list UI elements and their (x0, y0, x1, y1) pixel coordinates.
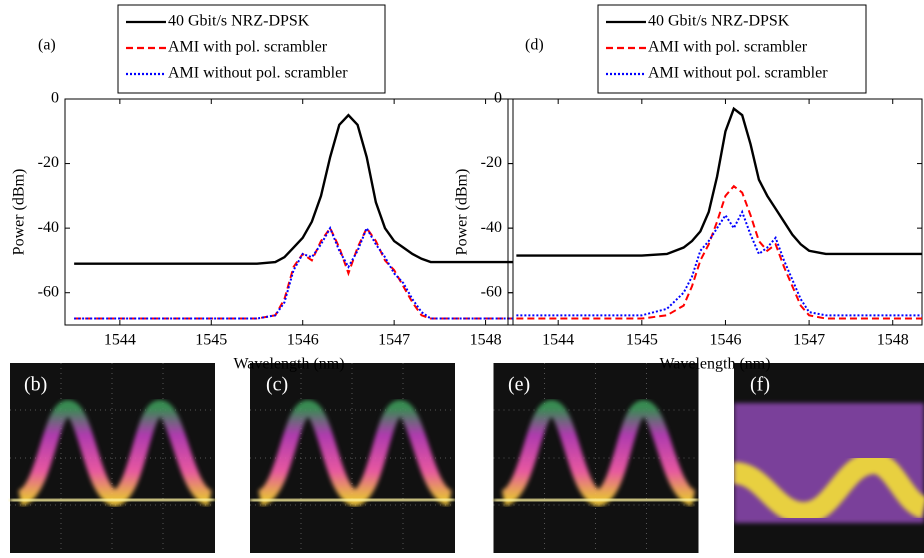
x-tick-label: 1547 (793, 332, 825, 349)
x-tick-label: 1544 (542, 332, 574, 349)
x-tick-label: 1545 (195, 332, 227, 349)
y-tick-label: -60 (38, 283, 59, 300)
x-tick-label: 1546 (287, 332, 319, 349)
legend-label: 40 Gbit/s NRZ-DPSK (648, 13, 790, 30)
legend-box (117, 4, 386, 94)
x-tick-label: 1547 (378, 332, 410, 349)
series-line (516, 184, 922, 320)
panel-label: (d) (525, 37, 544, 54)
series-line (516, 209, 922, 317)
y-tick-label: -40 (38, 219, 59, 236)
series-line (74, 226, 513, 320)
panel-label: (a) (38, 37, 56, 54)
y-tick-label: 0 (494, 90, 502, 107)
x-tick-label: 1548 (470, 332, 502, 349)
y-tick-label: -20 (38, 154, 59, 171)
series-line (74, 225, 513, 320)
legend-label: AMI without pol. scrambler (168, 65, 348, 82)
y-tick-label: -20 (481, 154, 502, 171)
x-axis-label: Wavelength (nm) (659, 356, 770, 373)
y-tick-label: 0 (51, 90, 59, 107)
series-line (74, 113, 513, 265)
legend-label: AMI without pol. scrambler (648, 65, 828, 82)
plot-area (64, 98, 514, 326)
x-tick-label: 1548 (877, 332, 909, 349)
y-axis-label: Power (dBm) (454, 169, 471, 256)
eye-label: (f) (750, 374, 770, 396)
x-axis-label: Wavelength (nm) (233, 356, 344, 373)
x-tick-label: 1545 (626, 332, 658, 349)
legend-label: AMI with pol. scrambler (648, 39, 808, 56)
eye-label: (b) (24, 374, 47, 396)
y-tick-label: -60 (481, 283, 502, 300)
y-axis-label: Power (dBm) (11, 169, 28, 256)
x-tick-label: 1544 (104, 332, 136, 349)
eye-label: (e) (508, 374, 530, 396)
x-tick-label: 1546 (709, 332, 741, 349)
legend-label: 40 Gbit/s NRZ-DPSK (168, 13, 310, 30)
legend-label: AMI with pol. scrambler (168, 39, 328, 56)
series-line (516, 106, 922, 257)
y-tick-label: -40 (481, 219, 502, 236)
eye-label: (c) (266, 374, 288, 396)
plot-area (507, 98, 923, 326)
